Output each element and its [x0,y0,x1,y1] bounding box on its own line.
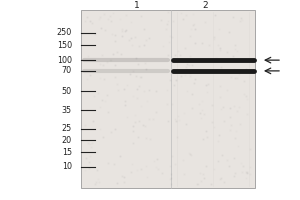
Text: 250: 250 [57,28,72,37]
Text: 50: 50 [62,87,72,96]
FancyBboxPatch shape [81,10,255,188]
Text: 2: 2 [203,1,208,10]
Text: 10: 10 [62,162,72,171]
Text: 1: 1 [134,1,140,10]
Text: 150: 150 [57,41,72,50]
Text: 35: 35 [62,106,72,115]
Text: 70: 70 [62,66,72,75]
Text: 100: 100 [57,56,72,65]
Text: 15: 15 [62,148,72,157]
Text: 20: 20 [62,136,72,145]
Text: 25: 25 [62,124,72,133]
